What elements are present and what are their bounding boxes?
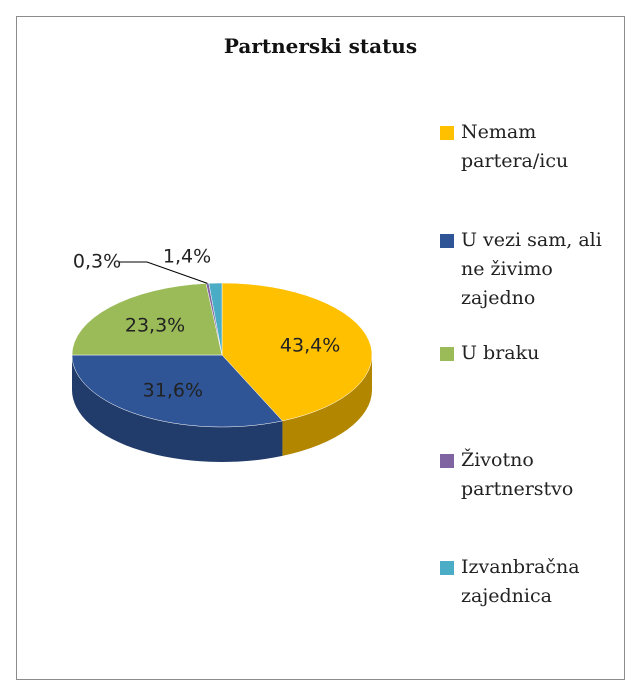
leader-line [119,261,208,284]
chart-title: Partnerski status [223,34,418,58]
legend-item: Izvanbračna zajednica [440,553,610,611]
legend-swatch [440,454,454,468]
legend-item: Nemam partera/icu [440,118,610,176]
legend-label: Životno partnerstvo [461,449,574,500]
legend-item: U braku [440,339,610,368]
slice-side [282,355,372,456]
data-label: 1,4% [163,246,211,268]
legend-label: U braku [461,342,540,364]
slice [71,283,223,356]
legend-swatch [440,561,454,575]
legend-swatch [440,126,454,140]
slice-side [72,355,283,462]
slice [221,282,373,422]
data-label: 43,4% [280,335,340,357]
chart-frame [16,16,625,680]
legend-item: U vezi sam, ali ne živimo zajedno [440,226,610,313]
data-label: 23,3% [125,315,185,337]
slice [208,282,223,356]
legend-swatch [440,234,454,248]
legend-item: Životno partnerstvo [440,446,610,504]
data-label: 31,6% [143,380,203,402]
legend-swatch [440,347,454,361]
legend-label: Nemam partera/icu [461,121,569,172]
slice [71,354,283,428]
data-label: 0,3% [73,251,121,273]
legend-label: U vezi sam, ali ne živimo zajedno [461,229,602,309]
legend-label: Izvanbračna zajednica [461,556,580,607]
